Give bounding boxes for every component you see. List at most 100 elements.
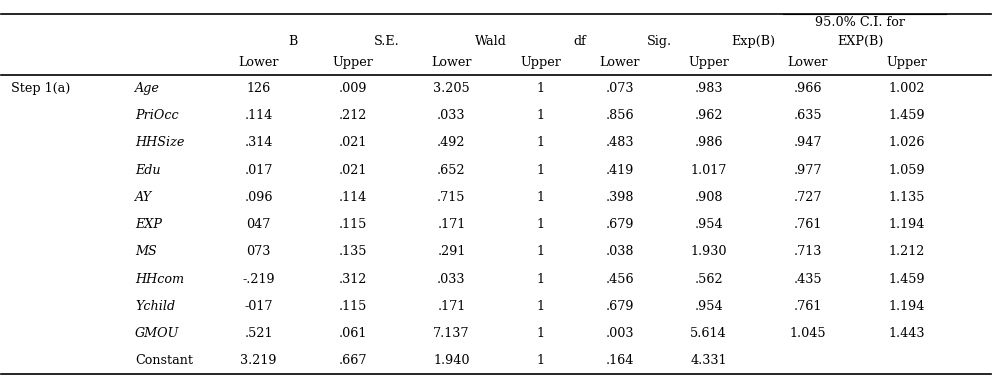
Text: .562: .562 (694, 273, 723, 285)
Text: .856: .856 (605, 109, 634, 122)
Text: AY: AY (135, 191, 152, 204)
Text: .212: .212 (338, 109, 367, 122)
Text: .908: .908 (694, 191, 723, 204)
Text: Lower: Lower (238, 56, 279, 69)
Text: .679: .679 (605, 300, 634, 313)
Text: .715: .715 (437, 191, 465, 204)
Text: .962: .962 (694, 109, 723, 122)
Text: .986: .986 (694, 136, 723, 149)
Text: 1.194: 1.194 (889, 300, 925, 313)
Text: Age: Age (135, 82, 160, 95)
Text: 1.940: 1.940 (434, 354, 470, 367)
Text: 1.930: 1.930 (690, 245, 727, 258)
Text: GMOU: GMOU (135, 327, 180, 340)
Text: .038: .038 (605, 245, 634, 258)
Text: Upper: Upper (688, 56, 729, 69)
Text: -017: -017 (244, 300, 273, 313)
Text: .954: .954 (694, 300, 723, 313)
Text: 1.135: 1.135 (888, 191, 925, 204)
Text: 1.026: 1.026 (888, 136, 925, 149)
Text: .727: .727 (794, 191, 821, 204)
Text: .115: .115 (338, 300, 367, 313)
Text: .983: .983 (694, 82, 723, 95)
Text: 1.017: 1.017 (690, 164, 727, 177)
Text: .761: .761 (794, 300, 821, 313)
Text: .713: .713 (794, 245, 821, 258)
Text: .966: .966 (794, 82, 821, 95)
Text: 1: 1 (537, 109, 545, 122)
Text: .021: .021 (338, 136, 367, 149)
Text: .679: .679 (605, 218, 634, 231)
Text: -.219: -.219 (242, 273, 275, 285)
Text: 1: 1 (537, 136, 545, 149)
Text: 047: 047 (246, 218, 271, 231)
Text: 1: 1 (537, 273, 545, 285)
Text: .521: .521 (244, 327, 273, 340)
Text: 1: 1 (537, 245, 545, 258)
Text: 1.194: 1.194 (889, 218, 925, 231)
Text: .761: .761 (794, 218, 821, 231)
Text: Lower: Lower (788, 56, 828, 69)
Text: .954: .954 (694, 218, 723, 231)
Text: Wald: Wald (475, 35, 507, 48)
Text: .017: .017 (244, 164, 273, 177)
Text: 1: 1 (537, 164, 545, 177)
Text: 1: 1 (537, 327, 545, 340)
Text: 1.443: 1.443 (888, 327, 925, 340)
Text: .947: .947 (794, 136, 821, 149)
Text: 1.459: 1.459 (888, 109, 925, 122)
Text: .419: .419 (605, 164, 634, 177)
Text: .171: .171 (437, 300, 465, 313)
Text: df: df (573, 35, 586, 48)
Text: .114: .114 (338, 191, 367, 204)
Text: Upper: Upper (520, 56, 560, 69)
Text: .435: .435 (794, 273, 822, 285)
Text: S.E.: S.E. (374, 35, 400, 48)
Text: .061: .061 (338, 327, 367, 340)
Text: .171: .171 (437, 218, 465, 231)
Text: 1.002: 1.002 (888, 82, 925, 95)
Text: EXP(B): EXP(B) (837, 35, 883, 48)
Text: .003: .003 (605, 327, 634, 340)
Text: .033: .033 (437, 273, 465, 285)
Text: B: B (289, 35, 298, 48)
Text: 95.0% C.I. for: 95.0% C.I. for (815, 17, 905, 29)
Text: .033: .033 (437, 109, 465, 122)
Text: Sig.: Sig. (647, 35, 672, 48)
Text: .009: .009 (338, 82, 367, 95)
Text: HHcom: HHcom (135, 273, 185, 285)
Text: Edu: Edu (135, 164, 161, 177)
Text: .635: .635 (794, 109, 822, 122)
Text: .115: .115 (338, 218, 367, 231)
Text: .164: .164 (605, 354, 634, 367)
Text: .492: .492 (437, 136, 465, 149)
Text: 1: 1 (537, 354, 545, 367)
Text: .667: .667 (338, 354, 367, 367)
Text: Upper: Upper (332, 56, 373, 69)
Text: 1: 1 (537, 300, 545, 313)
Text: .483: .483 (605, 136, 634, 149)
Text: Lower: Lower (599, 56, 640, 69)
Text: .456: .456 (605, 273, 634, 285)
Text: 5.614: 5.614 (690, 327, 727, 340)
Text: 1.059: 1.059 (888, 164, 925, 177)
Text: HHSize: HHSize (135, 136, 185, 149)
Text: .314: .314 (244, 136, 273, 149)
Text: EXP: EXP (135, 218, 162, 231)
Text: .398: .398 (605, 191, 634, 204)
Text: .021: .021 (338, 164, 367, 177)
Text: .312: .312 (338, 273, 367, 285)
Text: 4.331: 4.331 (690, 354, 727, 367)
Text: 3.219: 3.219 (240, 354, 277, 367)
Text: .291: .291 (437, 245, 465, 258)
Text: 1: 1 (537, 82, 545, 95)
Text: .096: .096 (244, 191, 273, 204)
Text: .977: .977 (794, 164, 821, 177)
Text: 1.045: 1.045 (790, 327, 826, 340)
Text: 073: 073 (246, 245, 271, 258)
Text: Constant: Constant (135, 354, 192, 367)
Text: 126: 126 (246, 82, 271, 95)
Text: 1.212: 1.212 (889, 245, 925, 258)
Text: Lower: Lower (432, 56, 472, 69)
Text: .073: .073 (605, 82, 634, 95)
